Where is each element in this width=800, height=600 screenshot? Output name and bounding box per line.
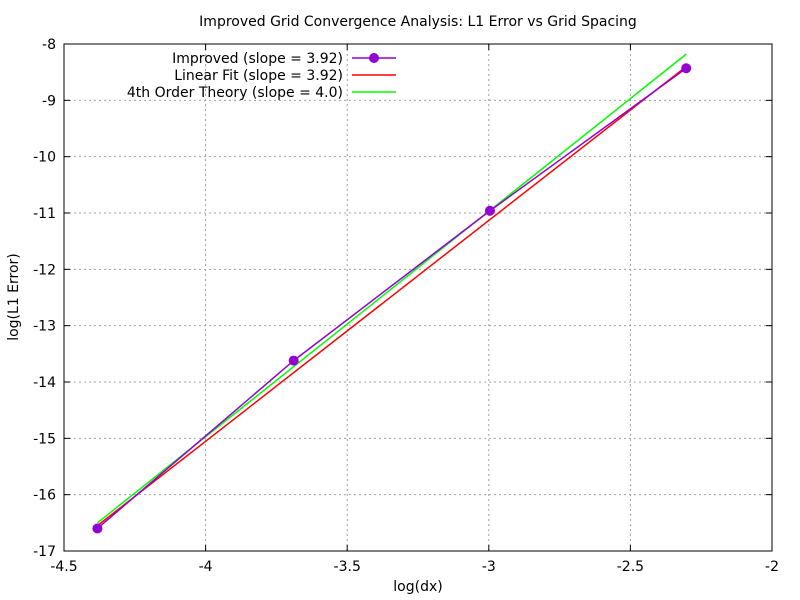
y-axis-label: log(L1 Error) [6,253,22,341]
data-point-marker [288,355,299,366]
grid-lines [64,44,772,551]
series-line [96,65,687,527]
x-tick-label: -3.5 [334,559,361,575]
y-tick-label: -13 [33,319,56,335]
data-point-marker [681,63,692,74]
data-point-marker [484,205,495,216]
x-tick-label: -4.5 [50,559,77,575]
legend: Improved (slope = 3.92)Linear Fit (slope… [127,51,396,101]
x-axis-label: log(dx) [393,579,442,595]
y-tick-label: -17 [33,544,56,560]
legend-label: Improved (slope = 3.92) [172,51,343,67]
y-tick-label: -8 [42,37,56,53]
x-tick-label: -3 [482,559,496,575]
legend-label: Linear Fit (slope = 3.92) [174,68,343,84]
plot-frame [63,43,773,552]
y-tick-label: -16 [33,488,56,504]
y-tick-label: -15 [33,431,56,447]
legend-marker [369,53,379,63]
y-tick-label: -12 [33,262,56,278]
y-tick-label: -14 [33,375,56,391]
legend-label: 4th Order Theory (slope = 4.0) [127,85,343,101]
x-tick-label: -2.5 [617,559,644,575]
x-tick-label: -4 [199,559,213,575]
chart-title: Improved Grid Convergence Analysis: L1 E… [199,14,637,30]
data-point-marker [92,523,103,534]
y-tick-label: -9 [42,93,56,109]
y-tick-label: -10 [33,150,56,166]
series-line [96,67,687,530]
axes: -4.5 -4 -3.5 -3 -2.5 -2 -17 -16 -15 -14 -13 -12 -11 -… [33,37,779,575]
x-tick-label: -2 [765,559,779,575]
y-tick-label: -11 [33,206,56,222]
data-series [92,53,692,534]
